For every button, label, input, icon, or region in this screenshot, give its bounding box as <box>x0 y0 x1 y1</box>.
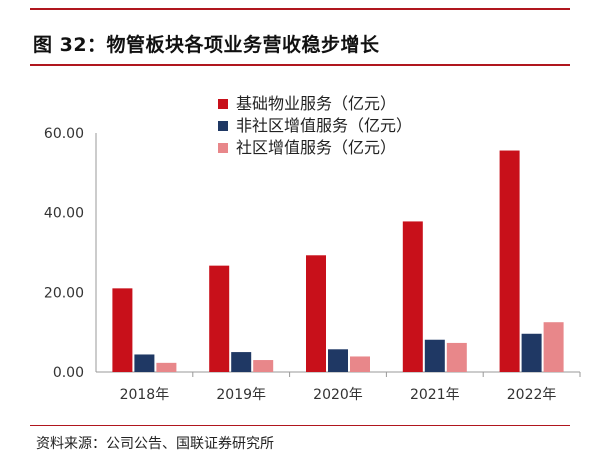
legend-label-basic-property: 基础物业服务（亿元） <box>236 94 397 113</box>
bar-basic-property <box>499 150 520 372</box>
x-tick-label: 2020年 <box>313 387 363 403</box>
bar-non-community <box>328 349 348 372</box>
bar-community <box>253 360 274 372</box>
bottom-rule <box>30 425 570 426</box>
source-note: 资料来源：公司公告、国联证券研究所 <box>36 436 274 452</box>
legend-swatch-non-community <box>218 120 228 131</box>
bar-basic-property <box>112 288 133 372</box>
title-rule <box>30 64 570 66</box>
bar-community <box>446 342 467 372</box>
bar-non-community <box>521 333 542 372</box>
legend-label-non-community: 非社区增值服务（亿元） <box>236 116 413 135</box>
y-tick-label: 60.00 <box>44 126 84 142</box>
bar-basic-property <box>402 221 423 372</box>
legend-swatch-basic-property <box>218 98 228 109</box>
y-tick-labels: 0.00 20.00 40.00 60.00 <box>44 126 84 381</box>
legend: 基础物业服务（亿元） 非社区增值服务（亿元） 社区增值服务（亿元） <box>218 93 412 159</box>
bar-community <box>156 362 177 372</box>
legend-item-basic-property: 基础物业服务（亿元） <box>218 93 412 115</box>
x-tick-labels: 2018年 2019年 2020年 2021年 2022年 <box>120 372 581 403</box>
legend-item-community: 社区增值服务（亿元） <box>218 137 412 159</box>
x-tick-label: 2019年 <box>216 387 266 403</box>
y-tick-label: 20.00 <box>44 285 84 301</box>
y-tick-label: 40.00 <box>44 206 84 222</box>
x-tick-label: 2022年 <box>507 387 557 403</box>
bar-non-community <box>424 339 445 372</box>
bar-non-community <box>134 354 155 372</box>
legend-label-community: 社区增值服务（亿元） <box>236 138 397 157</box>
bar-non-community <box>231 352 252 372</box>
figure-title: 图 32：物管板块各项业务营收稳步增长 <box>33 34 380 56</box>
x-tick-label: 2021年 <box>410 387 460 403</box>
legend-swatch-community <box>218 142 228 153</box>
x-tick-label: 2018年 <box>120 387 170 403</box>
bar-basic-property <box>209 265 230 372</box>
bar-community <box>350 356 370 372</box>
bar-basic-property <box>306 255 326 372</box>
top-rule <box>30 8 570 10</box>
bar-community <box>543 322 564 372</box>
legend-item-non-community: 非社区增值服务（亿元） <box>218 115 412 137</box>
bars <box>112 150 564 372</box>
y-tick-label: 0.00 <box>53 365 84 381</box>
